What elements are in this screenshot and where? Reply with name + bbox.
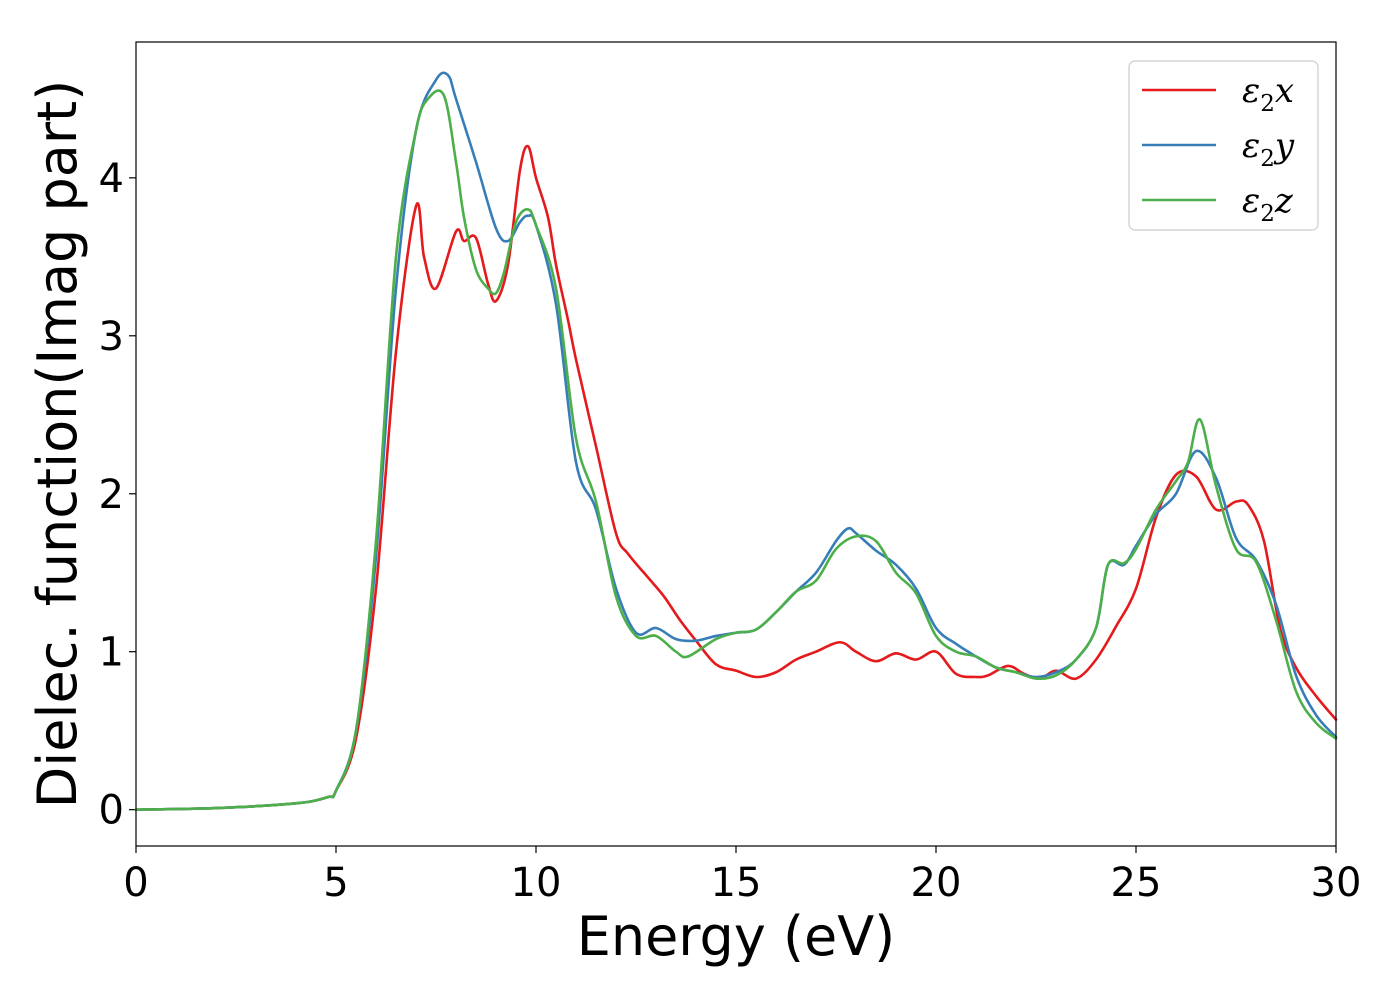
legend-label-y: ε2y <box>1242 126 1295 172</box>
x-tick-label: 0 <box>123 860 148 906</box>
series-line-x <box>134 144 1338 811</box>
x-tick-label: 20 <box>911 860 962 906</box>
series-line-z <box>134 89 1338 811</box>
x-tick-label: 5 <box>323 860 348 906</box>
plot-series <box>134 71 1338 811</box>
legend-label-z: ε2z <box>1242 181 1294 227</box>
legend: ε2x ε2y ε2z <box>1128 60 1319 231</box>
y-tick-label: 3 <box>99 314 124 360</box>
y-tick-label: 4 <box>99 156 124 202</box>
y-tick-label: 2 <box>99 472 124 518</box>
x-tick-label: 10 <box>511 860 562 906</box>
plot-frame <box>135 41 1337 847</box>
y-tick-label: 0 <box>99 788 124 834</box>
x-tick-label: 15 <box>711 860 762 906</box>
x-axis-ticks: 0 5 10 15 20 25 30 <box>123 846 1361 906</box>
x-tick-label: 25 <box>1111 860 1162 906</box>
x-axis-title: Energy (eV) <box>577 905 896 968</box>
y-axis-title: Dielec. function(Imag part) <box>26 80 89 809</box>
y-tick-label: 1 <box>99 630 124 676</box>
x-tick-label: 30 <box>1311 860 1362 906</box>
y-axis-ticks: 0 1 2 3 4 <box>99 156 136 834</box>
legend-label-x: ε2x <box>1242 71 1294 117</box>
legend-box <box>1128 60 1319 231</box>
